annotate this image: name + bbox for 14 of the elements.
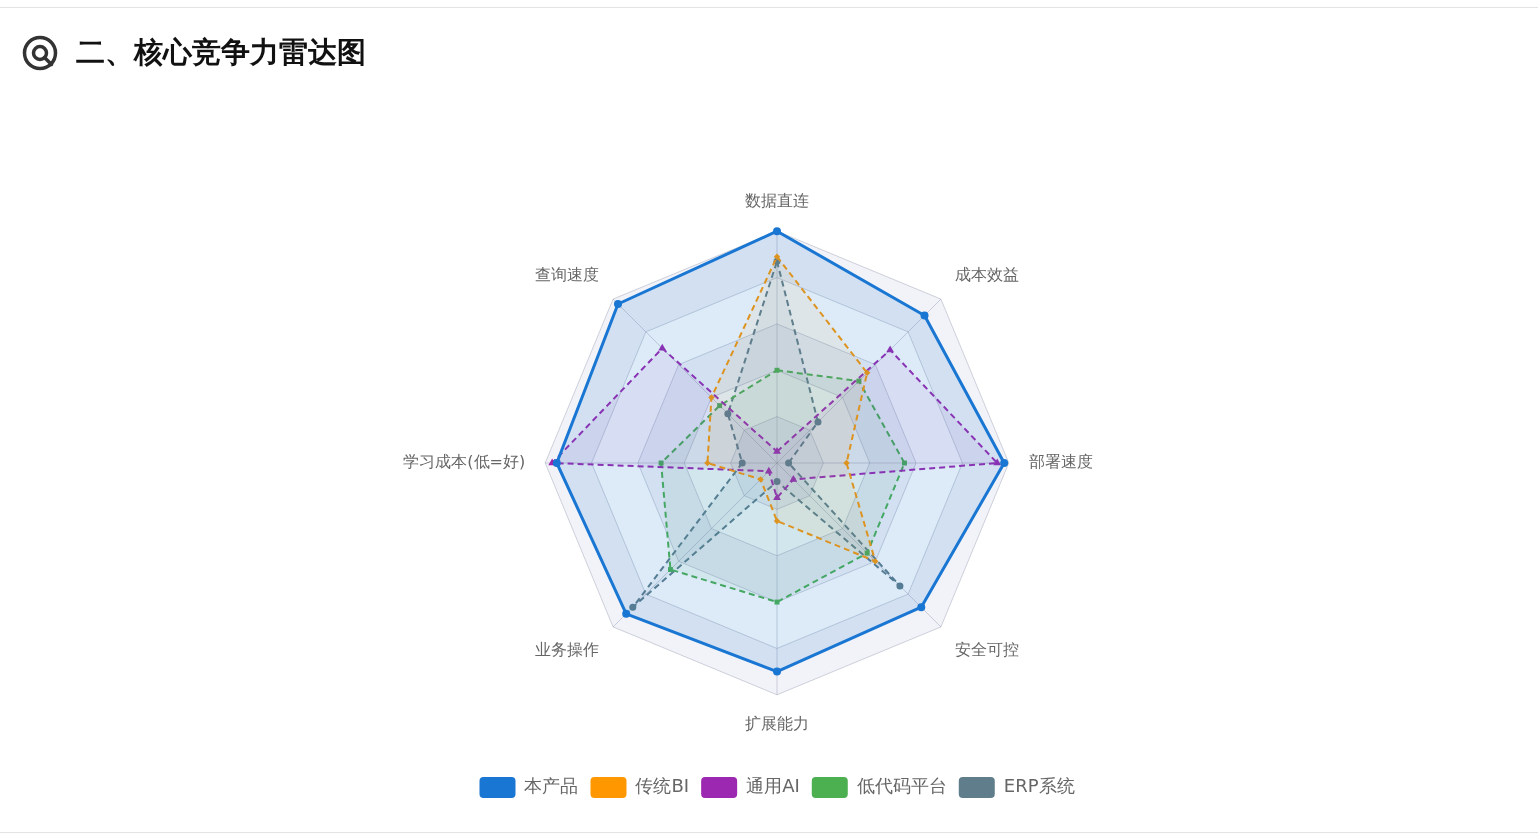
legend-label: 本产品 (524, 775, 579, 797)
spoke-label: 安全可控 (955, 639, 1020, 659)
spoke-label: 查询速度 (534, 264, 599, 284)
spoke-label: 学习成本(低=好) (403, 452, 526, 472)
spoke-label: 扩展能力 (745, 713, 809, 733)
spoke-label: 部署速度 (1028, 452, 1093, 472)
legend-label: 低代码平台 (856, 775, 947, 797)
spoke-label: 成本效益 (955, 264, 1020, 284)
legend-label: 通用AI (746, 775, 800, 797)
chart-title: 二、核心竞争力雷达图 (76, 34, 366, 70)
spoke-label: 数据直连 (745, 190, 809, 210)
legend-label: ERP系统 (1003, 775, 1075, 797)
legend-label: 传统BI (635, 775, 690, 797)
spoke-label: 业务操作 (534, 639, 599, 659)
